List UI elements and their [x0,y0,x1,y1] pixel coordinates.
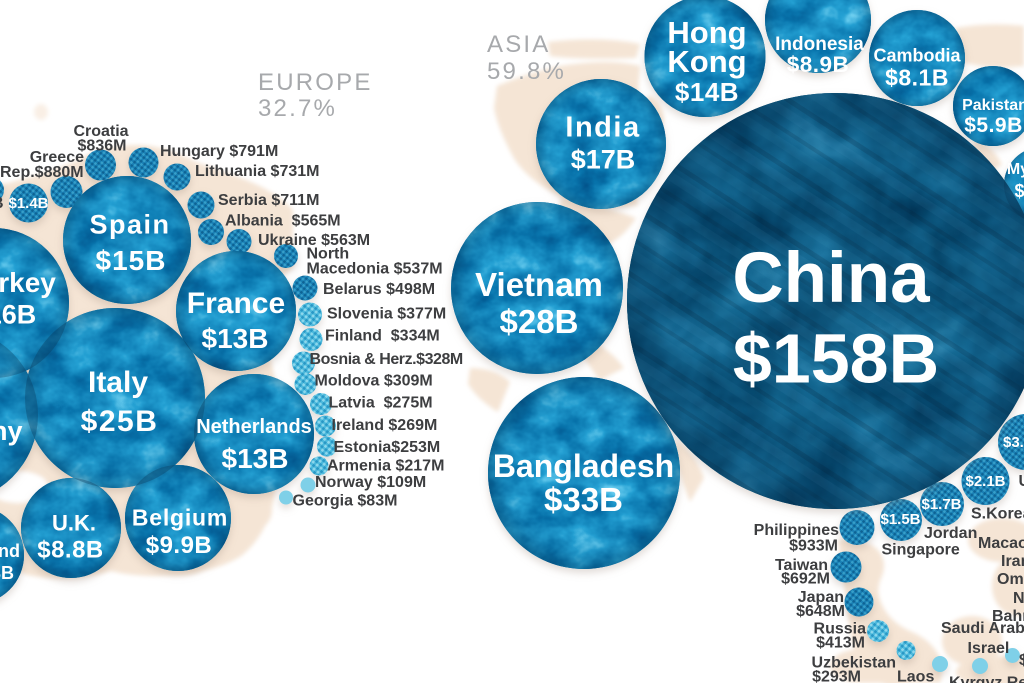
svg-text:$5.9B: $5.9B [964,114,1023,137]
svg-text:Taiwan: Taiwan [775,557,828,574]
svg-text:$28B: $28B [500,303,579,340]
svg-text:Rep.$880M: Rep.$880M [0,164,84,181]
svg-text:$1.5B: $1.5B [880,511,920,528]
svg-text:Oman: Oman [997,571,1024,588]
svg-text:$3.1B: $3.1B [1003,434,1024,451]
svg-text:Bangladesh: Bangladesh [493,448,674,484]
svg-text:$549M: $549M [1014,181,1024,201]
svg-text:$8.9B: $8.9B [787,52,850,77]
svg-text:Jordan: Jordan [924,525,977,542]
svg-text:Bosnia & Herz.$328M: Bosnia & Herz.$328M [310,351,463,368]
svg-text:$13B: $13B [222,443,289,474]
svg-text:Finland $334M: Finland $334M [325,328,440,345]
svg-text:$1.4B: $1.4B [8,195,48,212]
svg-text:Italy: Italy [88,366,148,399]
svg-text:$17B: $17B [571,145,636,175]
svg-text:Armenia $217M: Armenia $217M [327,458,444,475]
svg-text:Bahrain: Bahrain [992,608,1024,625]
svg-text:$692M: $692M [781,571,830,588]
svg-text:China: China [732,239,930,318]
svg-text:Netherlands: Netherlands [196,416,312,438]
svg-text:$8.8B: $8.8B [37,537,104,564]
svg-text:Vietnam: Vietnam [475,266,603,303]
svg-text:North: North [307,246,350,263]
svg-text:Latvia $275M: Latvia $275M [329,395,433,412]
svg-text:Germany: Germany [0,416,23,446]
svg-text:Singapore: Singapore [882,542,960,559]
svg-text:India: India [565,112,640,144]
svg-text:Serbia $711M: Serbia $711M [218,192,319,209]
svg-text:$33B: $33B [544,481,623,518]
svg-text:Iran: Iran [1001,553,1024,570]
svg-text:$25B: $25B [81,405,159,438]
svg-text:Georgia $83M: Georgia $83M [293,493,398,510]
svg-text:Myanmar: Myanmar [1007,161,1024,178]
svg-text:ASIA: ASIA [487,31,551,58]
svg-text:$9.9B: $9.9B [146,532,213,559]
svg-text:Kyrgyz Rep.: Kyrgyz Rep. [949,675,1024,683]
svg-text:Poland: Poland [0,541,20,561]
svg-text:Norway $109M: Norway $109M [315,474,426,491]
svg-text:Moldova $309M: Moldova $309M [315,373,433,390]
svg-text:Uzbekistan: Uzbekistan [812,655,896,672]
svg-text:Macao: Macao [978,535,1024,552]
svg-text:Turkey: Turkey [0,267,56,298]
svg-text:Albania $565M: Albania $565M [225,213,341,230]
svg-text:$1.7B: $1.7B [921,496,961,513]
svg-text:$413M: $413M [816,635,865,652]
svg-text:$648M: $648M [796,603,845,620]
svg-text:Laos: Laos [897,669,934,683]
svg-text:Hong: Hong [667,15,746,50]
svg-text:$16B: $16B [0,300,36,330]
svg-text:$8.1B: $8.1B [885,65,949,91]
svg-text:Hungary $791M: Hungary $791M [160,143,278,160]
svg-text:$15B: $15B [96,245,167,276]
svg-text:Japan: Japan [798,589,844,606]
svg-text:B: B [0,195,4,212]
svg-text:$24: $24 [1019,652,1024,669]
svg-text:Russia: Russia [814,621,867,638]
svg-text:Cambodia: Cambodia [873,46,961,66]
svg-text:EUROPE: EUROPE [258,69,373,96]
svg-text:Croatia: Croatia [73,123,128,140]
svg-text:Saudi Arabia: Saudi Arabia [941,620,1024,637]
svg-text:Kong: Kong [667,44,746,79]
svg-text:U.K.: U.K. [52,511,96,536]
svg-text:$933M: $933M [789,538,838,555]
svg-text:Slovenia $377M: Slovenia $377M [327,306,446,323]
svg-text:Pakistan: Pakistan [962,97,1024,114]
svg-text:$13B: $13B [202,323,269,354]
svg-text:$158B: $158B [733,320,939,398]
svg-text:Ireland $269M: Ireland $269M [332,417,438,434]
svg-text:Belarus $498M: Belarus $498M [323,281,435,298]
svg-text:Philippines: Philippines [754,522,839,539]
svg-text:Ukraine $563M: Ukraine $563M [258,232,370,249]
svg-text:Israel: Israel [968,640,1010,657]
svg-text:32.7%: 32.7% [258,95,337,122]
svg-text:Indonesia: Indonesia [775,34,864,55]
svg-text:S.Korea: S.Korea [971,506,1024,523]
svg-text:Greece: Greece [30,149,84,166]
svg-text:59.8%: 59.8% [487,58,566,85]
svg-text:Nepal: Nepal [1013,590,1024,607]
svg-text:$293M: $293M [812,669,861,683]
svg-text:Lithuania $731M: Lithuania $731M [195,163,319,180]
svg-text:$836M: $836M [78,138,127,155]
svg-text:Macedonia $537M: Macedonia $537M [307,261,443,278]
svg-text:Estonia$253M: Estonia$253M [334,439,441,456]
svg-text:France: France [187,287,285,320]
svg-text:$14B: $14B [675,77,739,107]
svg-text:Spain: Spain [89,210,170,240]
svg-text:U.A.E.: U.A.E. [1019,473,1024,490]
svg-text:$2.1B: $2.1B [965,473,1005,490]
svg-text:Belgium: Belgium [132,505,228,531]
svg-text:$8.3B: $8.3B [0,563,14,583]
